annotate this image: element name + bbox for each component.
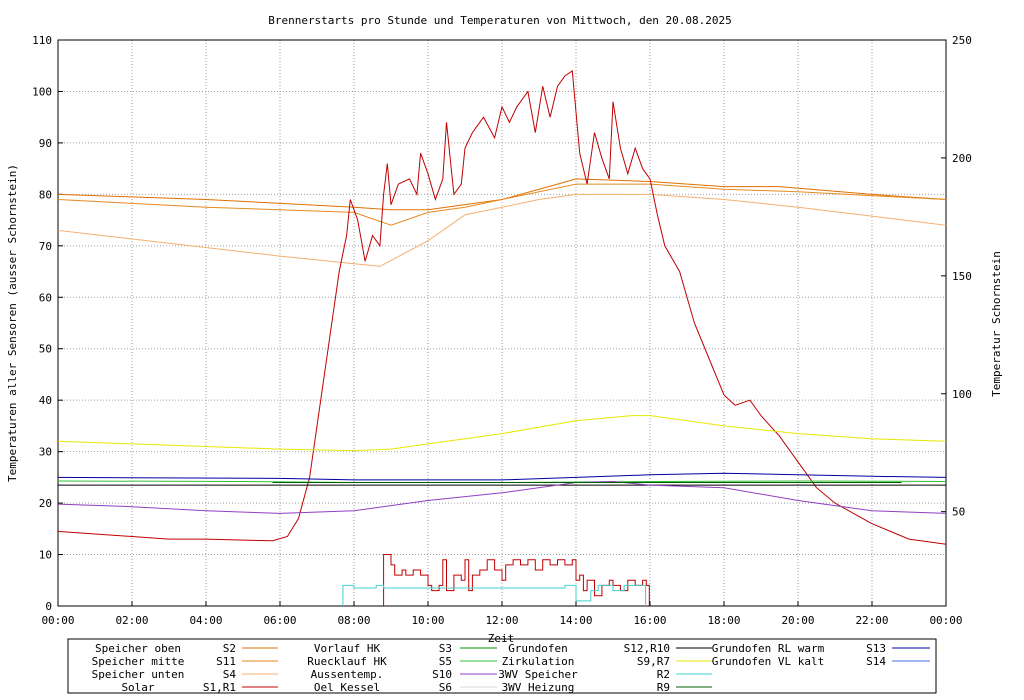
legend-id: S9,R7 [637,655,670,668]
series-line-s4 [57,193,947,267]
legend-id: S14 [866,655,886,668]
legend-label: Speicher unten [92,668,185,681]
legend-label: Grundofen RL warm [712,642,825,655]
legend-label: Oel Kessel [314,681,380,694]
y-tick-label: 0 [45,600,52,613]
legend-id: S10 [432,668,452,681]
legend-id: S3 [439,642,452,655]
x-tick-label: 12:00 [485,614,518,627]
legend-label: Aussentemp. [311,668,384,681]
y-tick-label: 50 [39,343,52,356]
series-layer [57,70,947,606]
x-tick-label: 22:00 [855,614,888,627]
y-tick-label: 20 [39,497,52,510]
x-tick-label: 00:00 [929,614,962,627]
legend-id: R2 [657,668,670,681]
legend-id: R9 [657,681,670,694]
y-tick-label: 10 [39,549,52,562]
legend-label: Zirkulation [502,655,575,668]
legend-label: Speicher mitte [92,655,185,668]
legend-label: 3WV Heizung [502,681,575,694]
grid [58,40,946,606]
y2-axis-label: Temperatur Schornstein [990,251,1003,397]
y-axis: 0 10 20 30 40 50 60 70 80 90 100 110 [32,34,63,613]
legend-id: S6 [439,681,452,694]
legend-label: Vorlauf HK [314,642,381,655]
y-tick-label: 60 [39,291,52,304]
burner-starts-bars [383,554,650,606]
series-line-s1 [57,70,947,545]
y2-tick-label: 150 [952,270,972,283]
x-tick-label: 04:00 [189,614,222,627]
legend-label: Speicher oben [95,642,181,655]
x-tick-label: 10:00 [411,614,444,627]
y2-tick-label: 50 [952,506,965,519]
series-line-s13 [57,472,947,481]
x-tick-label: 00:00 [41,614,74,627]
legend: Speicher oben S2 Speicher mitte S11 Speicher… [92,642,930,694]
x-tick-label: 08:00 [337,614,370,627]
y-tick-label: 110 [32,34,52,47]
y-tick-label: 40 [39,394,52,407]
y2-tick-label: 200 [952,152,972,165]
legend-id: S13 [866,642,886,655]
x-tick-label: 14:00 [559,614,592,627]
legend-label: Ruecklauf HK [307,655,387,668]
chart-title: Brennerstarts pro Stunde und Temperature… [268,14,732,27]
series-line-s11 [57,183,947,226]
y-axis-label: Temperaturen aller Sensoren (ausser Scho… [6,164,19,482]
r2-pulses [342,584,647,606]
legend-id: S11 [216,655,236,668]
y-tick-label: 80 [39,188,52,201]
legend-label: 3WV Speicher [498,668,578,681]
x-axis: 00:00 02:00 04:00 06:00 08:00 10:00 12:00 14:00… [41,601,963,627]
y2-axis: 50 100 150 200 250 [941,34,972,519]
legend-box [67,638,937,694]
y-tick-label: 100 [32,85,52,98]
legend-id: S12,R10 [624,642,670,655]
legend-id: S1,R1 [203,681,236,694]
series-line-s10 [57,480,947,514]
x-tick-label: 16:00 [633,614,666,627]
x-tick-label: 20:00 [781,614,814,627]
x-tick-label: 18:00 [707,614,740,627]
y-tick-label: 30 [39,446,52,459]
y-tick-label: 70 [39,240,52,253]
legend-id: S2 [223,642,236,655]
legend-id: S4 [223,668,237,681]
series-line-s2 [57,178,947,211]
y2-tick-label: 100 [952,388,972,401]
legend-label: Grundofen [508,642,568,655]
y2-tick-label: 250 [952,34,972,47]
x-tick-label: 02:00 [115,614,148,627]
legend-label: Grundofen VL kalt [712,655,825,668]
legend-label: Solar [121,681,154,694]
series-line-s9 [57,415,947,452]
legend-id: S5 [439,655,452,668]
y-tick-label: 90 [39,137,52,150]
x-tick-label: 06:00 [263,614,296,627]
